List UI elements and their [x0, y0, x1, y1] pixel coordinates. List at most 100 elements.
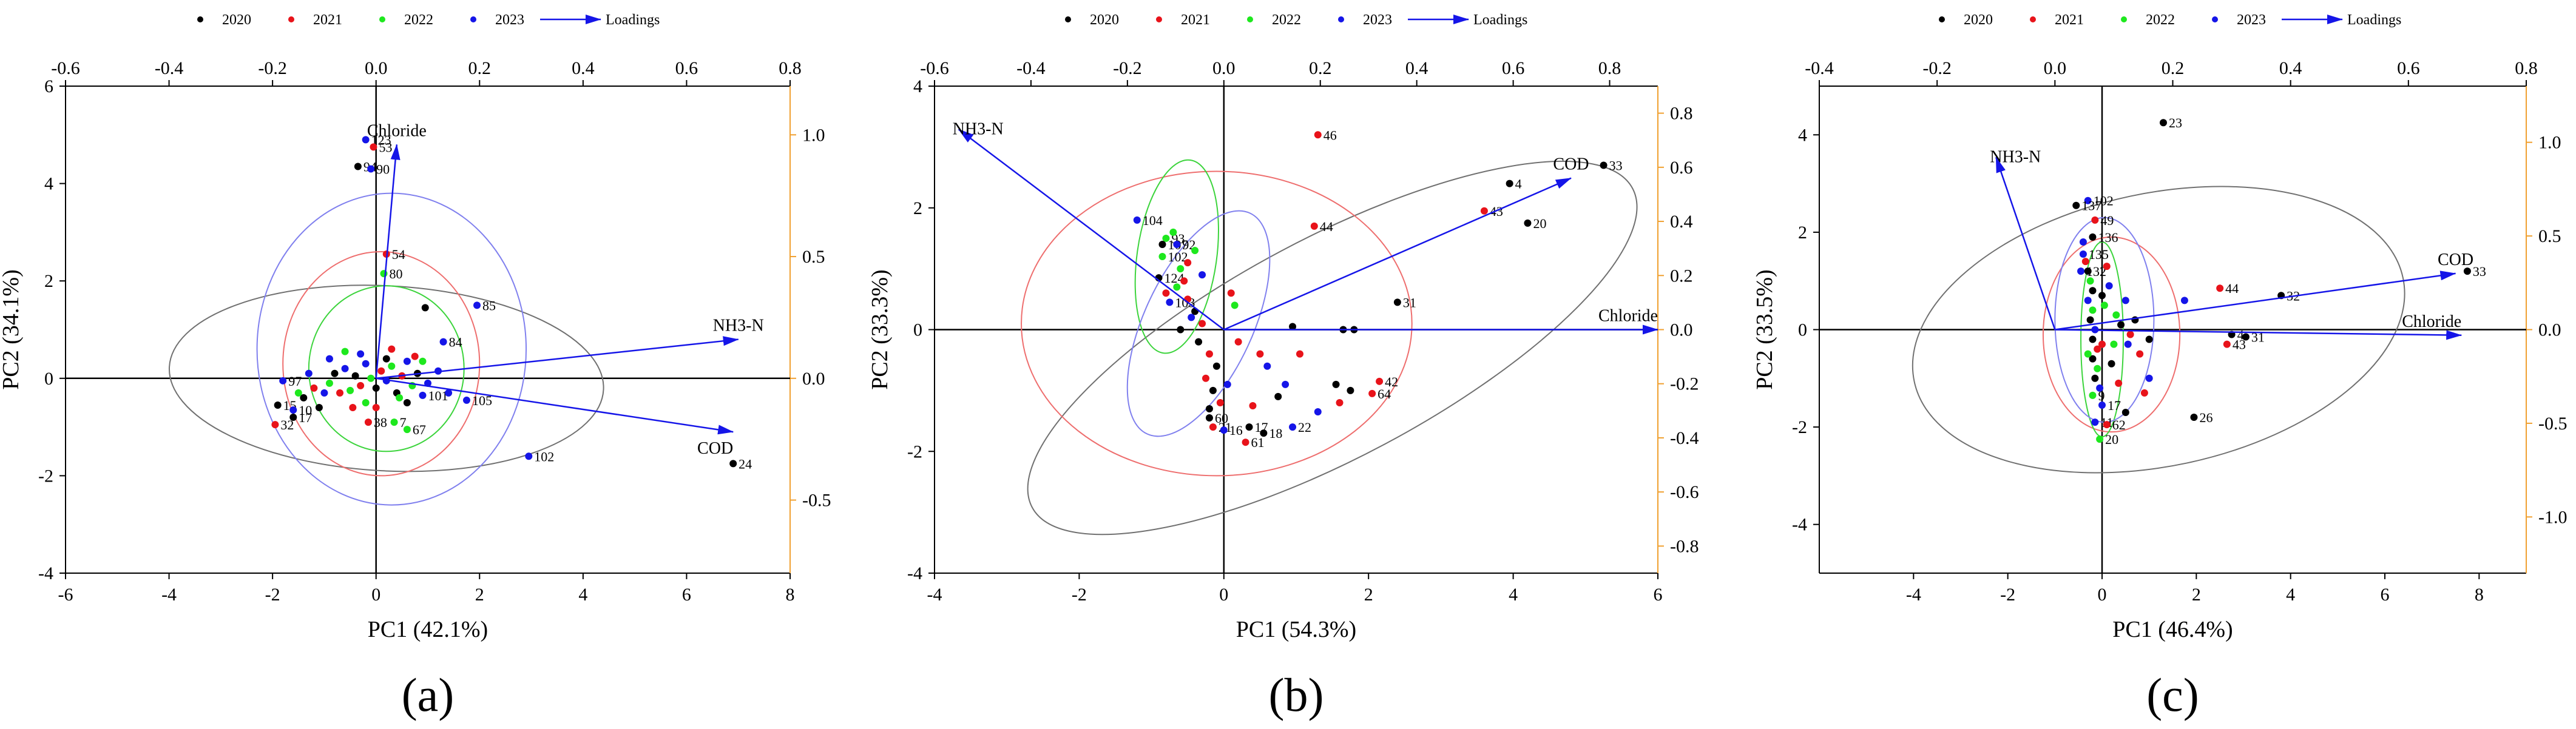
score-point-2021 — [310, 384, 318, 392]
right-tick-label: 0.4 — [1670, 212, 1693, 232]
top-tick-label: 0.2 — [2162, 58, 2185, 78]
y-axis-title: PC2 (33.5%) — [1752, 269, 1777, 389]
score-point-2020 — [1260, 429, 1268, 437]
panel-label: (b) — [1269, 668, 1324, 721]
x-tick-label: 4 — [2286, 585, 2295, 605]
point-label: 44 — [1320, 219, 1333, 234]
score-point-2021 — [1256, 350, 1264, 358]
y-tick-label: 4 — [44, 174, 53, 194]
loading-label: Chloride — [367, 121, 427, 140]
score-point-2021 — [372, 403, 380, 411]
point-label: 17 — [2108, 398, 2121, 413]
score-point-2023 — [2077, 267, 2085, 275]
legend-marker-2022 — [2121, 16, 2127, 22]
point-label: 18 — [1269, 426, 1282, 441]
x-tick-label: -2 — [2000, 585, 2015, 605]
score-point-2020 — [315, 403, 323, 411]
x-tick-label: -2 — [1072, 585, 1087, 605]
score-point-2021 — [370, 143, 377, 151]
right-tick-label: 0.0 — [802, 369, 825, 389]
point-label: 80 — [390, 266, 403, 281]
legend-label-2023: 2023 — [2237, 12, 2266, 28]
score-point-2020 — [2121, 409, 2129, 417]
point-label: 31 — [1403, 295, 1416, 310]
score-point-2022 — [1162, 234, 1170, 242]
score-point-2023 — [525, 452, 533, 460]
point-label: 43 — [2233, 337, 2246, 352]
point-label: 10 — [299, 403, 312, 418]
score-point-2022 — [390, 418, 398, 426]
x-tick-label: -4 — [1906, 585, 1921, 605]
top-tick-label: -0.6 — [920, 58, 949, 78]
score-point-2023 — [1198, 271, 1206, 279]
y-axis-title: PC2 (34.1%) — [0, 269, 24, 389]
point-label: 102 — [2094, 193, 2114, 209]
point-label: 9 — [2098, 388, 2104, 403]
loading-label: COD — [2438, 250, 2473, 269]
score-point-2020 — [1289, 323, 1297, 331]
point-label: 101 — [428, 388, 448, 403]
right-tick-label: -0.5 — [2538, 414, 2568, 434]
x-tick-label: 0 — [371, 585, 380, 605]
score-point-2020 — [2098, 292, 2106, 300]
point-label: 64 — [1378, 386, 1391, 401]
score-point-2021 — [2091, 216, 2099, 224]
top-tick-label: -0.2 — [1922, 58, 1952, 78]
score-point-2023 — [2121, 297, 2129, 304]
score-point-2023 — [1282, 380, 1290, 388]
x-tick-label: -4 — [161, 585, 177, 605]
score-point-2023 — [2079, 238, 2087, 246]
point-label: 33 — [1609, 158, 1623, 173]
score-point-2021 — [1205, 350, 1213, 358]
score-point-2022 — [367, 374, 375, 382]
legend-label-2020: 2020 — [222, 12, 251, 28]
top-tick-label: -0.2 — [258, 58, 287, 78]
score-point-2020 — [1332, 380, 1340, 388]
point-label: 54 — [392, 247, 405, 262]
point-label: 53 — [379, 139, 392, 155]
score-point-2023 — [2096, 384, 2104, 392]
legend-label-2021: 2021 — [313, 12, 342, 28]
point-label: 4 — [1515, 176, 1522, 192]
x-axis-title: PC1 (46.4%) — [2112, 617, 2233, 642]
score-point-2022 — [2089, 306, 2097, 314]
panel-label: (c) — [2146, 668, 2199, 721]
loading-arrow-cod — [2055, 270, 2456, 331]
top-tick-label: 0.8 — [2515, 58, 2538, 78]
point-label: 61 — [1251, 435, 1265, 450]
legends: 2020 2021 2022 2023 Loadings 2020 2021 2022 2023… — [197, 12, 2401, 28]
y-tick-label: -2 — [38, 466, 53, 486]
top-tick-label: 0.0 — [365, 58, 388, 78]
score-point-2021 — [1162, 289, 1170, 297]
score-point-2023 — [357, 350, 365, 358]
score-point-2020 — [2463, 267, 2471, 275]
loading-label: COD — [697, 439, 733, 458]
x-tick-label: -4 — [927, 585, 942, 605]
score-point-2023 — [419, 391, 427, 399]
score-point-2020 — [2091, 374, 2099, 382]
x-tick-label: 0 — [2098, 585, 2107, 605]
point-label: 124 — [1165, 270, 1185, 286]
y-tick-label: -4 — [907, 563, 922, 583]
score-point-2021 — [1314, 131, 1322, 139]
top-tick-label: 0.2 — [1309, 58, 1332, 78]
point-label: 62 — [2112, 417, 2126, 432]
score-point-2023 — [1133, 216, 1141, 224]
score-point-2021 — [1216, 398, 1224, 406]
point-label: 97 — [288, 374, 302, 389]
x-tick-label: 2 — [2192, 585, 2201, 605]
score-point-2023 — [367, 165, 375, 173]
y-tick-label: 2 — [44, 271, 53, 291]
score-point-2022 — [347, 386, 354, 394]
right-tick-label: 1.0 — [802, 125, 825, 145]
y-tick-label: -4 — [38, 563, 53, 583]
score-point-2020 — [1209, 386, 1217, 394]
score-point-2023 — [2084, 197, 2092, 204]
point-label: 46 — [1323, 127, 1337, 143]
score-point-2020 — [1274, 392, 1282, 400]
score-point-2020 — [2159, 119, 2167, 127]
x-axis-title: PC1 (42.1%) — [368, 617, 488, 642]
loading-label: COD — [1553, 155, 1589, 174]
legend-marker-2020 — [1065, 16, 1071, 22]
confidence-ellipse-2021 — [1021, 170, 1413, 477]
